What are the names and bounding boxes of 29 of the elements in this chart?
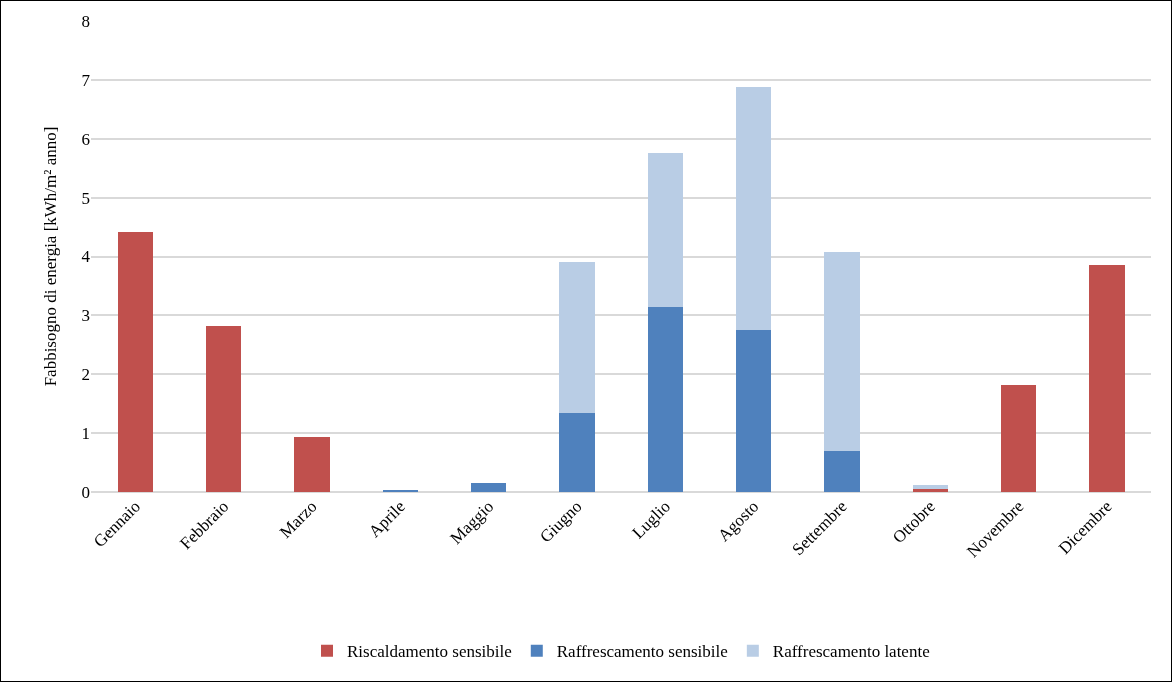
bar — [824, 251, 860, 451]
legend-label: Riscaldamento sensibile — [347, 642, 512, 662]
y-tick-label: 0 — [81, 482, 90, 502]
y-tick-label: 8 — [81, 11, 90, 31]
bar — [470, 483, 507, 492]
bar — [294, 436, 330, 492]
bar — [1089, 265, 1125, 492]
bar — [559, 412, 595, 492]
y-tick-label: 6 — [81, 129, 90, 149]
y-tick-label: 3 — [81, 306, 90, 326]
y-axis-title: Fabbisogno di energia [kWh/m² anno] — [41, 126, 61, 387]
legend-label: Raffrescamento sensibile — [556, 642, 728, 662]
bar — [647, 153, 683, 307]
bar — [912, 484, 948, 490]
legend-label: Raffrescamento latente — [772, 642, 930, 662]
bar — [647, 306, 683, 492]
bar — [559, 262, 595, 413]
bar — [912, 489, 948, 492]
y-tick-label: 1 — [81, 424, 90, 444]
bar — [735, 330, 772, 492]
y-tick-label: 5 — [81, 188, 90, 208]
bar — [735, 86, 772, 331]
bar — [117, 231, 153, 492]
bar — [824, 450, 860, 492]
y-tick-label: 7 — [81, 70, 91, 90]
bar — [205, 325, 242, 492]
y-tick-label: 2 — [81, 365, 90, 385]
bar — [1000, 384, 1037, 492]
y-tick-label: 4 — [81, 247, 91, 267]
